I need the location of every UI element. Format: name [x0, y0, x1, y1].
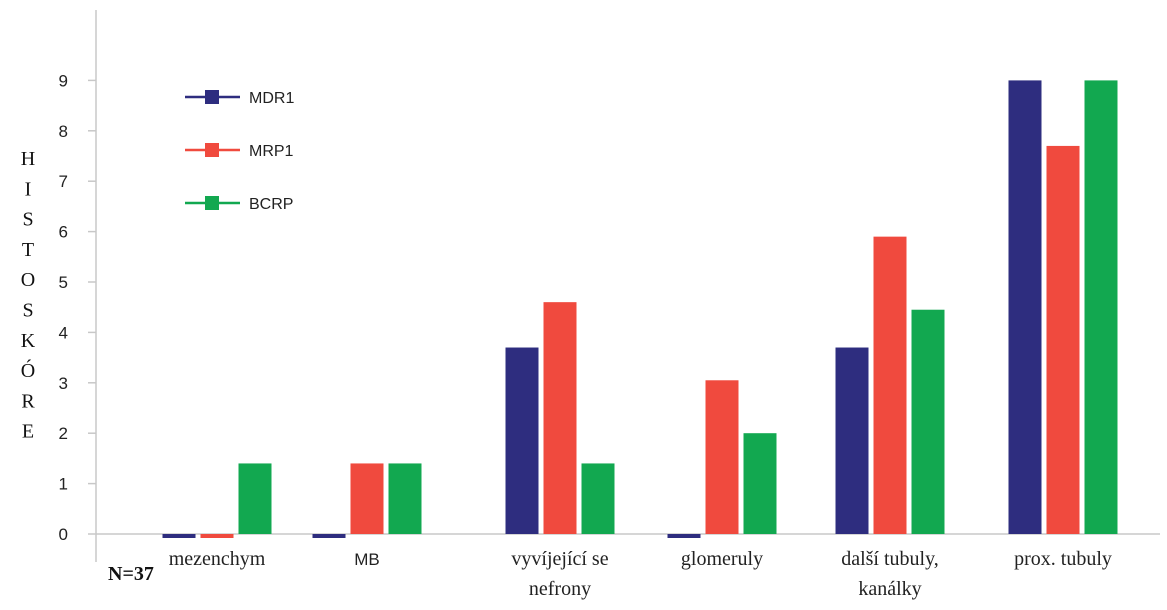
- y-axis-label-char: T: [22, 239, 34, 261]
- y-axis-label-char: H: [21, 148, 35, 170]
- legend-swatch: [205, 143, 219, 157]
- y-tick-label: 6: [59, 223, 68, 242]
- legend-swatch: [205, 90, 219, 104]
- category-label-group: mezenchym MB vyvíjející se nefrony glomeruly…: [169, 548, 1112, 600]
- y-tick-label: 0: [59, 525, 68, 544]
- bar-mdr1: [312, 534, 346, 538]
- bar-group: [162, 80, 1118, 538]
- category-label: mezenchym: [169, 548, 266, 570]
- category-label: MB: [354, 550, 380, 569]
- bar-mrp1: [1046, 145, 1080, 535]
- legend: MDR1 MRP1 BCRP: [185, 90, 294, 213]
- category-label: glomeruly: [681, 548, 763, 570]
- sample-size-label: N=37: [108, 563, 154, 585]
- bar-mdr1: [667, 534, 701, 538]
- y-axis-label-char: S: [22, 300, 33, 322]
- y-axis-label-char: O: [21, 269, 35, 291]
- bar-mdr1: [505, 347, 539, 534]
- legend-label: MDR1: [249, 90, 294, 107]
- legend-swatch: [205, 196, 219, 210]
- bar-mrp1: [543, 302, 577, 534]
- y-tick-label: 5: [59, 273, 68, 292]
- bar-mdr1: [162, 534, 196, 538]
- category-label: kanálky: [858, 578, 921, 600]
- category-label: prox. tubuly: [1014, 548, 1112, 570]
- y-axis-label-char: S: [22, 209, 33, 231]
- legend-label: MRP1: [249, 143, 294, 160]
- y-tick-label: 7: [59, 172, 68, 191]
- y-tick-label: 9: [59, 71, 68, 90]
- bar-mrp1: [705, 380, 739, 534]
- bar-bcrp: [911, 309, 945, 534]
- y-axis-label-char: I: [25, 178, 32, 200]
- y-tick-label: 2: [59, 424, 68, 443]
- legend-label: BCRP: [249, 196, 293, 213]
- y-tick-label: 4: [59, 323, 68, 342]
- bar-bcrp: [388, 463, 422, 534]
- category-label: vyvíjející se: [511, 548, 608, 570]
- y-tick-group: 0 1 2 3 4 5 6 7 8 9: [59, 71, 96, 544]
- bar-mdr1: [1008, 80, 1042, 535]
- bar-bcrp: [238, 463, 272, 534]
- y-tick-label: 3: [59, 374, 68, 393]
- bar-mrp1: [350, 463, 384, 534]
- bar-mrp1: [873, 236, 907, 534]
- category-label: nefrony: [529, 578, 591, 600]
- y-tick-label: 8: [59, 122, 68, 141]
- category-label: další tubuly,: [841, 548, 939, 570]
- axes: [95, 10, 1160, 562]
- y-tick-label: 1: [59, 475, 68, 494]
- bar-bcrp: [743, 433, 777, 534]
- bar-mdr1: [835, 347, 869, 534]
- y-axis-label-char: Ó: [21, 358, 35, 382]
- y-axis-label-char: R: [21, 390, 35, 412]
- bar-mrp1: [200, 534, 234, 538]
- y-axis-label-char: K: [21, 330, 36, 352]
- bar-bcrp: [1084, 80, 1118, 535]
- bar-bcrp: [581, 463, 615, 534]
- y-axis-label-char: E: [22, 421, 34, 443]
